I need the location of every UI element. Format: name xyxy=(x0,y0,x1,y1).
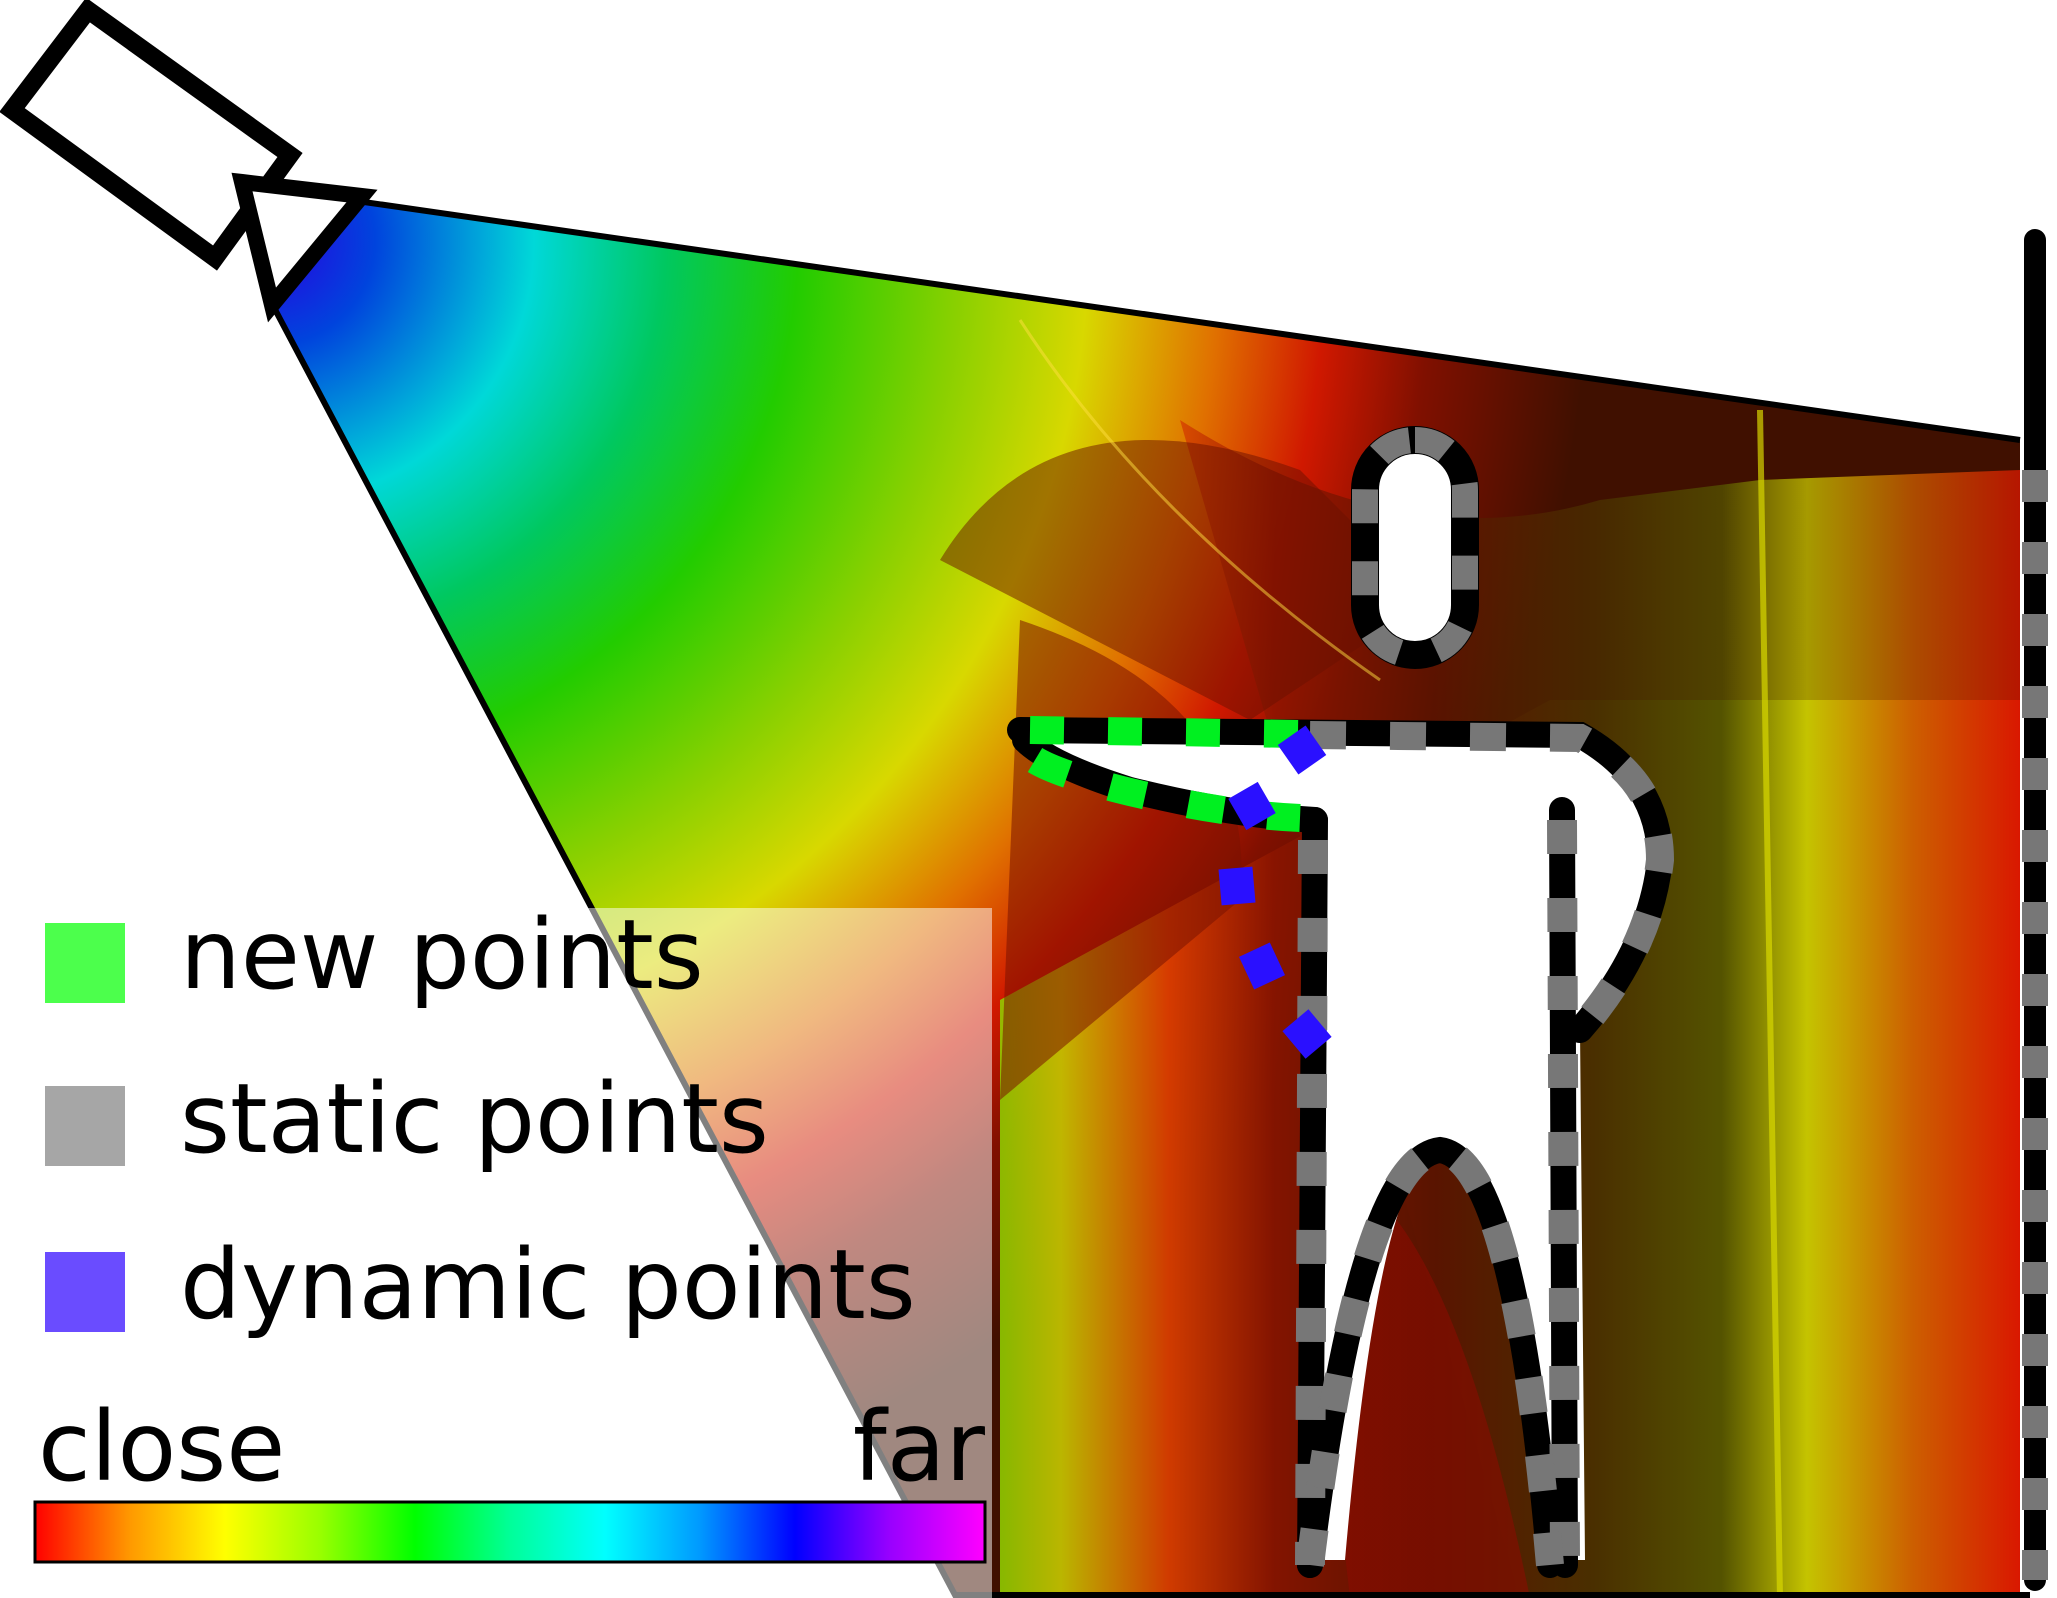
colorbar-label-far: far xyxy=(853,1391,986,1503)
legend-label-new-points: new points xyxy=(180,899,704,1011)
camera-icon xyxy=(0,0,378,323)
fov-top-edge xyxy=(349,197,2021,443)
legend-swatch-dynamic-points xyxy=(45,1252,125,1332)
legend-swatch-static-points xyxy=(45,1086,125,1166)
depth-colorbar: close far xyxy=(33,1391,987,1564)
static-points-body xyxy=(1295,721,1675,1567)
new-points-arm xyxy=(1027,716,1301,832)
colorbar-gradient xyxy=(33,1500,987,1564)
legend-swatch-new-points xyxy=(45,923,125,1003)
head-outline xyxy=(1351,426,1479,669)
colorbar-label-close: close xyxy=(38,1391,285,1503)
legend: new points static points dynamic points xyxy=(45,899,916,1341)
person-silhouette xyxy=(1020,440,1660,1560)
legend-panel xyxy=(0,908,992,1598)
legend-label-static-points: static points xyxy=(180,1063,769,1175)
legend-label-dynamic-points: dynamic points xyxy=(180,1229,916,1341)
dynamic-points xyxy=(1218,725,1332,1059)
